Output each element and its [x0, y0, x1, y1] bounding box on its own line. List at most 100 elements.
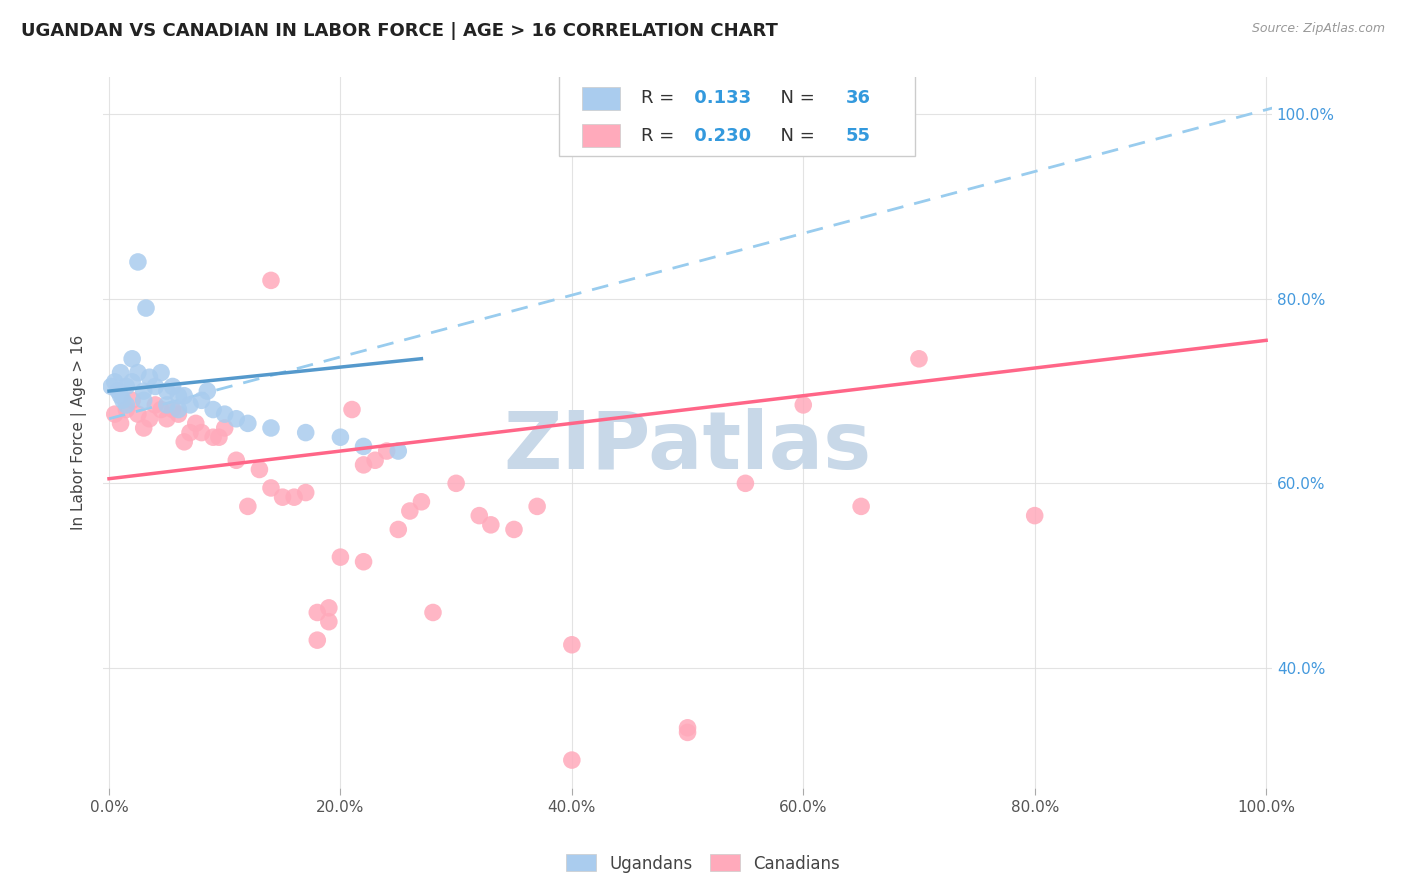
FancyBboxPatch shape: [582, 87, 620, 110]
Point: [167, 389, 190, 403]
Point: [479, 517, 502, 532]
Point: [132, 393, 155, 408]
Text: Source: ZipAtlas.com: Source: ZipAtlas.com: [1251, 22, 1385, 36]
Point: [214, 407, 236, 421]
Point: [468, 508, 491, 523]
Point: [387, 444, 409, 458]
Point: [307, 633, 329, 648]
Point: [503, 523, 526, 537]
Point: [190, 393, 212, 408]
Point: [121, 375, 143, 389]
Point: [179, 425, 201, 440]
Point: [353, 439, 375, 453]
Point: [111, 393, 134, 408]
Point: [202, 402, 225, 417]
Point: [734, 476, 756, 491]
Point: [156, 411, 179, 425]
Point: [792, 398, 814, 412]
Text: 55: 55: [845, 127, 870, 145]
Point: [225, 411, 247, 425]
Point: [329, 430, 352, 444]
Point: [100, 379, 122, 393]
Point: [115, 379, 138, 393]
Point: [138, 370, 160, 384]
Point: [127, 255, 149, 269]
Point: [132, 384, 155, 398]
Point: [167, 402, 190, 417]
Point: [115, 402, 138, 417]
Point: [676, 721, 699, 735]
Point: [110, 366, 132, 380]
Point: [353, 555, 375, 569]
Text: 0.230: 0.230: [688, 127, 751, 145]
Point: [121, 393, 143, 408]
Point: [260, 273, 283, 287]
Point: [236, 500, 259, 514]
Point: [318, 615, 340, 629]
Point: [283, 490, 305, 504]
Point: [115, 398, 138, 412]
Point: [127, 407, 149, 421]
Text: R =: R =: [641, 89, 681, 107]
Text: N =: N =: [769, 127, 821, 145]
Point: [208, 430, 231, 444]
FancyBboxPatch shape: [560, 74, 915, 155]
FancyBboxPatch shape: [582, 124, 620, 147]
Text: N =: N =: [769, 89, 821, 107]
Point: [249, 462, 271, 476]
Point: [121, 351, 143, 366]
Point: [179, 398, 201, 412]
Point: [156, 398, 179, 412]
Point: [138, 411, 160, 425]
Point: [1024, 508, 1046, 523]
Point: [173, 389, 195, 403]
Point: [202, 430, 225, 444]
Text: 36: 36: [845, 89, 870, 107]
Point: [307, 606, 329, 620]
Point: [411, 495, 433, 509]
Y-axis label: In Labor Force | Age > 16: In Labor Force | Age > 16: [72, 335, 87, 530]
Point: [271, 490, 294, 504]
Point: [387, 523, 409, 537]
Point: [526, 500, 548, 514]
Point: [135, 301, 157, 315]
Point: [143, 379, 166, 393]
Point: [104, 407, 127, 421]
Point: [107, 384, 129, 398]
Point: [104, 375, 127, 389]
Point: [260, 481, 283, 495]
Point: [132, 421, 155, 435]
Text: 0.133: 0.133: [688, 89, 751, 107]
Point: [561, 638, 583, 652]
Point: [173, 434, 195, 449]
Point: [444, 476, 467, 491]
Text: ZIPatlas: ZIPatlas: [503, 408, 872, 486]
Point: [162, 402, 184, 417]
Point: [184, 417, 207, 431]
Point: [398, 504, 420, 518]
Point: [143, 398, 166, 412]
Point: [127, 366, 149, 380]
Text: UGANDAN VS CANADIAN IN LABOR FORCE | AGE > 16 CORRELATION CHART: UGANDAN VS CANADIAN IN LABOR FORCE | AGE…: [21, 22, 778, 40]
Point: [260, 421, 283, 435]
Point: [329, 550, 352, 565]
Point: [561, 753, 583, 767]
Point: [849, 500, 872, 514]
Point: [318, 600, 340, 615]
Point: [225, 453, 247, 467]
Point: [195, 384, 218, 398]
Point: [294, 425, 316, 440]
Point: [190, 425, 212, 440]
Text: R =: R =: [641, 127, 681, 145]
Point: [353, 458, 375, 472]
Legend: Ugandans, Canadians: Ugandans, Canadians: [560, 847, 846, 880]
Point: [294, 485, 316, 500]
Point: [375, 444, 398, 458]
Point: [236, 417, 259, 431]
Point: [150, 366, 173, 380]
Point: [908, 351, 931, 366]
Point: [110, 417, 132, 431]
Point: [167, 407, 190, 421]
Point: [676, 725, 699, 739]
Point: [422, 606, 444, 620]
